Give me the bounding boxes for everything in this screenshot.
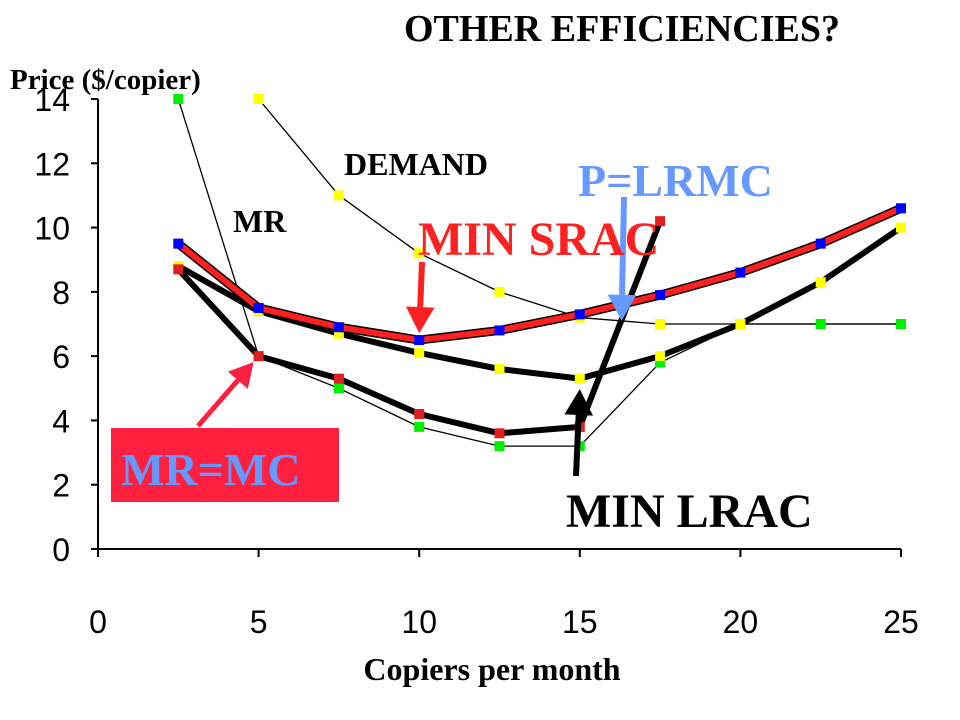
annotation-p-lrmc: P=LRMC	[578, 155, 773, 206]
data-point	[655, 319, 666, 329]
data-point	[494, 286, 505, 297]
data-point	[253, 302, 264, 313]
series-demand	[253, 94, 906, 329]
data-point	[173, 238, 184, 249]
p-lrmc-arrow-shaft	[619, 196, 627, 295]
series-short-run-average-cost	[173, 203, 906, 346]
x-tick-label: 25	[883, 604, 919, 640]
data-point	[173, 94, 184, 104]
y-tick-label: 2	[52, 468, 70, 504]
annotation-mr: MR	[233, 203, 287, 239]
data-point	[494, 428, 505, 439]
y-tick-label: 14	[34, 82, 70, 118]
data-point	[253, 94, 264, 104]
annotation-min-srac: MIN SRAC	[418, 213, 659, 266]
data-point	[574, 373, 585, 384]
annotation-demand: DEMAND	[344, 146, 488, 182]
data-point	[494, 364, 505, 374]
data-point	[414, 421, 425, 432]
data-point	[414, 335, 425, 346]
data-point	[333, 373, 344, 384]
data-point	[896, 319, 906, 329]
min-lrac-arrow-shaft	[573, 414, 582, 477]
data-point	[815, 319, 826, 329]
data-point	[655, 216, 666, 227]
mr-mc-arrow-head	[227, 362, 254, 389]
series-line	[175, 224, 904, 382]
data-point	[896, 222, 906, 233]
series-line	[177, 98, 901, 447]
data-point	[414, 248, 425, 259]
min-srac-arrow-shaft	[417, 261, 425, 308]
data-point	[735, 319, 746, 329]
x-tick-label: 20	[723, 604, 759, 640]
data-point	[333, 328, 344, 339]
data-point	[333, 383, 344, 394]
p-lrmc-arrow-head	[607, 294, 637, 321]
data-point	[414, 409, 425, 419]
data-point	[655, 357, 666, 368]
data-point	[494, 441, 505, 452]
mr-mc-arrow-shaft	[196, 378, 240, 428]
data-point	[815, 238, 826, 249]
min-srac-arrow-head	[405, 306, 435, 334]
y-tick-label: 12	[34, 146, 70, 182]
series-line	[175, 205, 904, 344]
x-tick-label: 0	[89, 604, 107, 640]
data-point	[173, 264, 184, 275]
x-tick-label: 15	[562, 604, 598, 640]
y-tick-label: 8	[52, 275, 70, 311]
data-point	[655, 290, 666, 301]
series-marginal-revenue	[173, 94, 906, 452]
data-point	[735, 267, 746, 278]
annotation-mr-mc: MR=MC	[121, 444, 301, 495]
data-point	[896, 203, 906, 214]
data-point	[333, 322, 344, 333]
y-axis-label: Price ($/copier)	[10, 64, 201, 96]
data-point	[253, 351, 264, 362]
y-tick-label: 0	[52, 532, 70, 568]
data-point	[815, 277, 826, 288]
annotation-mr-mc-box	[111, 428, 339, 502]
x-axis-label: Copiers per month	[363, 651, 620, 687]
y-tick-label: 6	[52, 339, 70, 375]
series-layer	[173, 94, 906, 452]
data-point	[655, 351, 666, 362]
min-lrac-arrow-head	[564, 389, 593, 416]
data-point	[333, 190, 344, 201]
x-tick-label: 10	[401, 604, 437, 640]
y-tick-label: 10	[34, 211, 70, 247]
axes: 0 2 4 6 8 10 12 14 0 5 10 15 20 25	[34, 82, 918, 640]
x-tick-label: 5	[250, 604, 268, 640]
annotation-arrows	[196, 196, 637, 477]
annotation-min-lrac: MIN LRAC	[566, 485, 813, 538]
data-point	[574, 309, 585, 320]
y-tick-label: 4	[52, 403, 70, 439]
data-point	[414, 347, 425, 358]
slide-title: OTHER EFFICIENCIES?	[404, 8, 840, 50]
data-point	[494, 325, 505, 336]
